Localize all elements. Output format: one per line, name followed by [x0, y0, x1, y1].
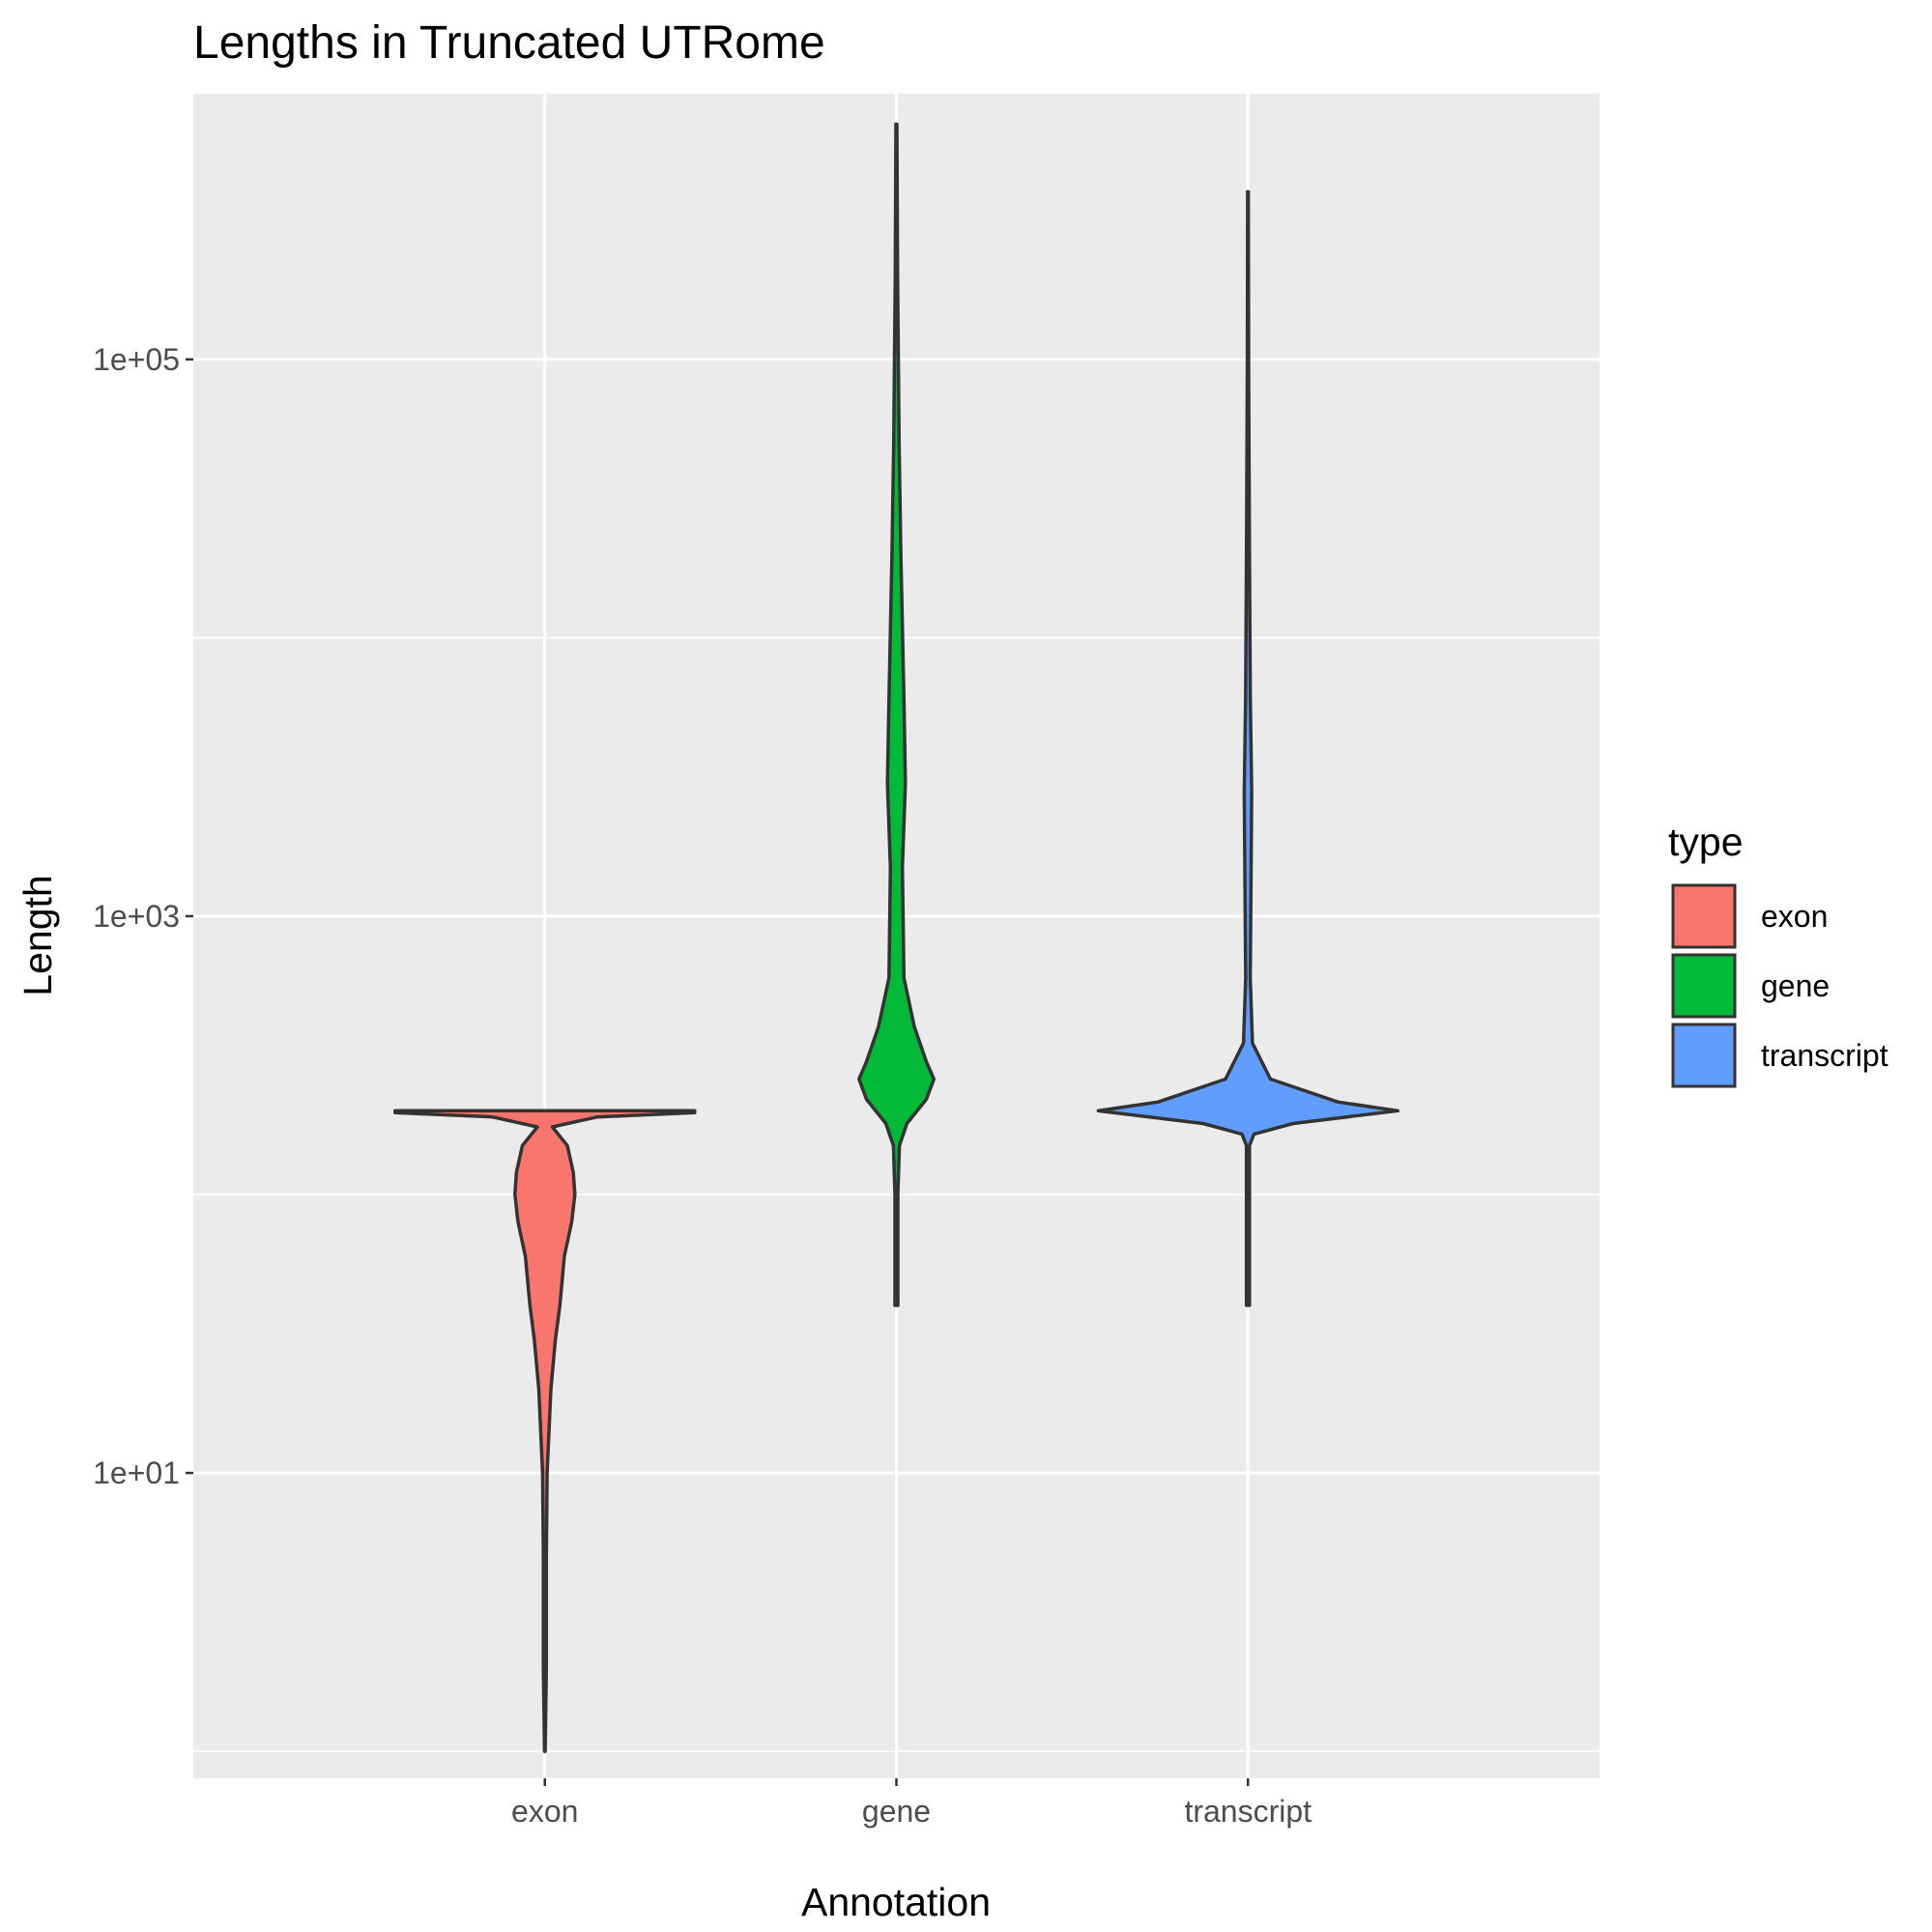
legend-swatch-gene: [1671, 953, 1737, 1019]
x-axis-title: Annotation: [801, 1880, 991, 1924]
x-tick-label: exon: [511, 1794, 578, 1829]
legend-items: exon gene transcript: [1671, 883, 1889, 1088]
chart-title: Lengths in Truncated UTRome: [193, 17, 825, 69]
legend-label-gene: gene: [1761, 968, 1830, 1003]
legend-swatch-transcript: [1671, 1023, 1737, 1088]
x-tick-label: transcript: [1184, 1794, 1312, 1829]
violin-gene: [857, 122, 937, 1308]
legend-label-transcript: transcript: [1761, 1038, 1889, 1073]
violins: [393, 122, 1400, 1753]
legend-label-exon: exon: [1761, 899, 1828, 934]
y-axis-title: Length: [15, 875, 60, 995]
legend-title: type: [1668, 820, 1744, 864]
legend: type exon gene transcript: [1668, 820, 1889, 1088]
violin-exon: [393, 1109, 697, 1753]
x-axis: exon gene transcript: [511, 1778, 1312, 1829]
y-tick-label: 1e+03: [93, 899, 180, 934]
y-tick-label: 1e+05: [93, 342, 180, 377]
legend-swatch-exon: [1671, 883, 1737, 949]
y-tick-label: 1e+01: [93, 1456, 180, 1490]
x-tick-label: gene: [862, 1794, 931, 1829]
violin-transcript: [1096, 189, 1400, 1308]
y-axis: 1e+01 1e+03 1e+05: [93, 342, 193, 1490]
